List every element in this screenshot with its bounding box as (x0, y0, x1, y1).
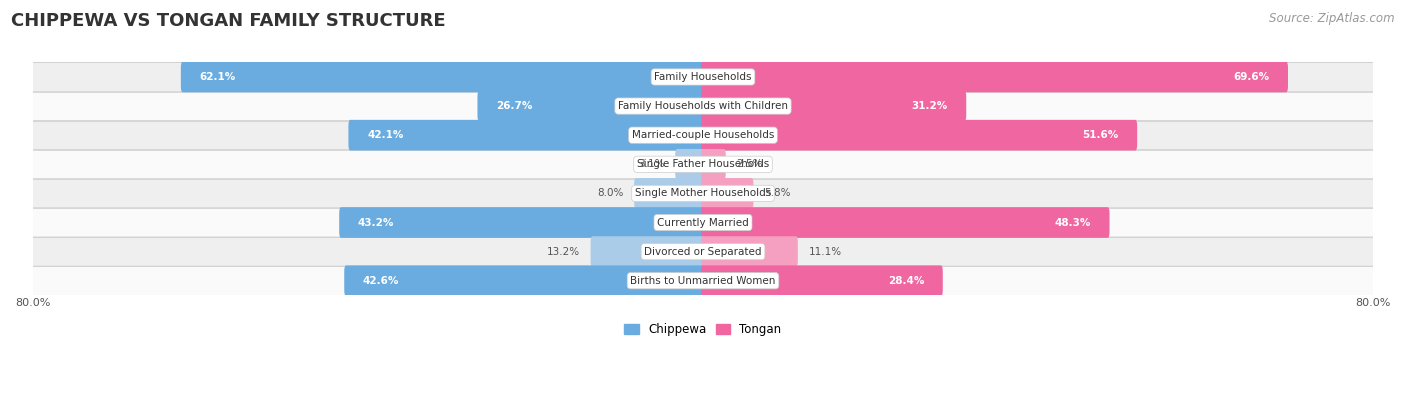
FancyBboxPatch shape (702, 62, 1288, 92)
Text: 3.1%: 3.1% (638, 159, 665, 169)
FancyBboxPatch shape (675, 149, 704, 180)
Text: Family Households: Family Households (654, 72, 752, 82)
FancyBboxPatch shape (181, 62, 704, 92)
Text: 42.6%: 42.6% (363, 276, 399, 286)
FancyBboxPatch shape (702, 91, 966, 121)
FancyBboxPatch shape (591, 236, 704, 267)
FancyBboxPatch shape (32, 120, 1374, 150)
Text: 28.4%: 28.4% (887, 276, 924, 286)
Text: 51.6%: 51.6% (1083, 130, 1119, 140)
Text: Births to Unmarried Women: Births to Unmarried Women (630, 276, 776, 286)
Text: 11.1%: 11.1% (808, 246, 842, 257)
FancyBboxPatch shape (478, 91, 704, 121)
FancyBboxPatch shape (702, 149, 725, 180)
Text: Source: ZipAtlas.com: Source: ZipAtlas.com (1270, 12, 1395, 25)
FancyBboxPatch shape (32, 150, 1374, 179)
Text: Single Father Households: Single Father Households (637, 159, 769, 169)
FancyBboxPatch shape (339, 207, 704, 238)
Text: 13.2%: 13.2% (547, 246, 579, 257)
Legend: Chippewa, Tongan: Chippewa, Tongan (620, 318, 786, 340)
FancyBboxPatch shape (32, 237, 1374, 266)
Text: 8.0%: 8.0% (598, 188, 623, 198)
FancyBboxPatch shape (702, 236, 797, 267)
Text: CHIPPEWA VS TONGAN FAMILY STRUCTURE: CHIPPEWA VS TONGAN FAMILY STRUCTURE (11, 12, 446, 30)
FancyBboxPatch shape (32, 62, 1374, 92)
Text: Currently Married: Currently Married (657, 218, 749, 228)
FancyBboxPatch shape (32, 179, 1374, 208)
Text: 43.2%: 43.2% (357, 218, 394, 228)
Text: 2.5%: 2.5% (737, 159, 763, 169)
Text: 69.6%: 69.6% (1233, 72, 1270, 82)
FancyBboxPatch shape (702, 207, 1109, 238)
Text: 62.1%: 62.1% (200, 72, 236, 82)
Text: Single Mother Households: Single Mother Households (636, 188, 770, 198)
FancyBboxPatch shape (702, 178, 754, 209)
FancyBboxPatch shape (32, 266, 1374, 295)
Text: Family Households with Children: Family Households with Children (619, 101, 787, 111)
Text: 48.3%: 48.3% (1054, 218, 1091, 228)
Text: 42.1%: 42.1% (367, 130, 404, 140)
Text: 26.7%: 26.7% (496, 101, 533, 111)
FancyBboxPatch shape (344, 265, 704, 296)
FancyBboxPatch shape (32, 92, 1374, 120)
Text: 5.8%: 5.8% (765, 188, 790, 198)
FancyBboxPatch shape (32, 208, 1374, 237)
Text: 31.2%: 31.2% (911, 101, 948, 111)
Text: Married-couple Households: Married-couple Households (631, 130, 775, 140)
FancyBboxPatch shape (702, 120, 1137, 150)
Text: Divorced or Separated: Divorced or Separated (644, 246, 762, 257)
FancyBboxPatch shape (349, 120, 704, 150)
FancyBboxPatch shape (634, 178, 704, 209)
FancyBboxPatch shape (702, 265, 943, 296)
